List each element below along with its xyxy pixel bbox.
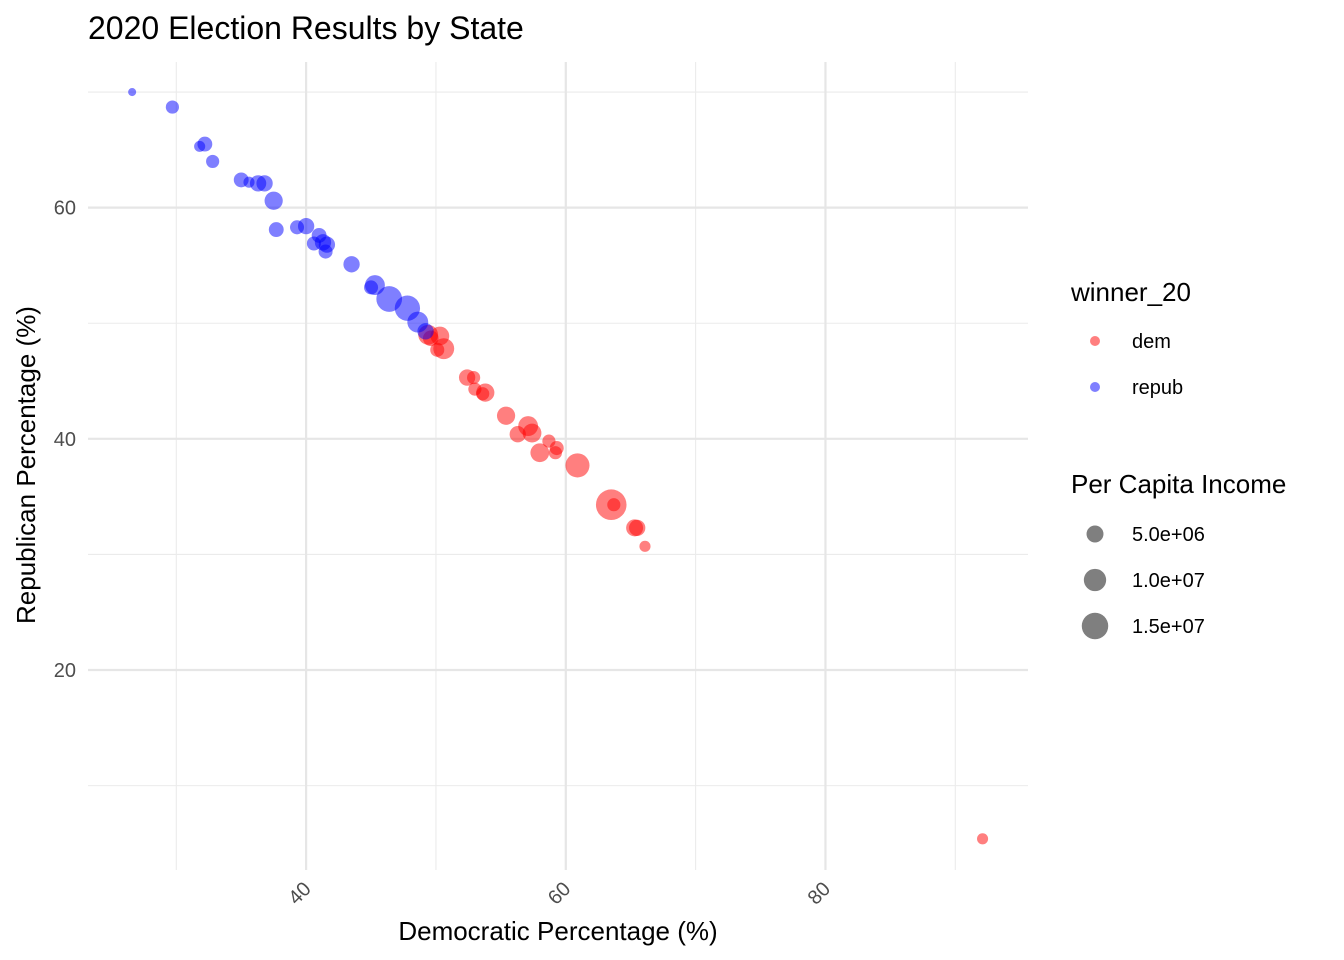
size-legend-label: 1.0e+07 xyxy=(1132,570,1205,592)
data-points xyxy=(128,88,989,845)
color-legend: winner_20 dem repub xyxy=(1070,277,1191,399)
data-point-repub xyxy=(268,222,284,238)
data-point-repub xyxy=(256,175,273,192)
data-point-repub xyxy=(343,256,360,273)
data-point-dem xyxy=(639,540,651,552)
data-point-repub xyxy=(197,136,213,152)
data-point-dem xyxy=(977,833,989,845)
size-legend-key xyxy=(1083,568,1107,592)
data-point-repub xyxy=(318,244,333,259)
y-tick-label: 20 xyxy=(54,660,76,682)
data-point-dem xyxy=(496,406,516,425)
data-point-dem xyxy=(522,423,542,443)
y-axis-title: Republican Percentage (%) xyxy=(11,306,41,624)
size-legend-title: Per Capita Income xyxy=(1071,469,1286,499)
data-point-repub xyxy=(417,323,434,340)
data-point-repub xyxy=(165,100,179,114)
data-point-repub xyxy=(297,217,315,235)
y-tick-label: 60 xyxy=(54,198,76,220)
size-legend: Per Capita Income 5.0e+06 1.0e+07 1.5e+07 xyxy=(1071,469,1286,640)
grid xyxy=(88,62,1028,870)
y-tick-label: 40 xyxy=(54,429,76,451)
data-point-dem xyxy=(607,498,621,512)
y-tick-labels: 20 40 60 xyxy=(54,198,76,682)
data-point-dem xyxy=(467,370,481,385)
size-legend-key xyxy=(1081,612,1109,640)
data-point-dem xyxy=(476,383,495,402)
chart-title: 2020 Election Results by State xyxy=(88,10,524,46)
legend-key-dem xyxy=(1090,336,1100,346)
color-legend-title: winner_20 xyxy=(1070,277,1191,307)
size-legend-key xyxy=(1086,525,1104,543)
data-point-repub xyxy=(128,88,137,97)
legend-label-repub: repub xyxy=(1132,377,1183,399)
x-tick-label: 40 xyxy=(284,878,315,909)
x-tick-label: 60 xyxy=(544,878,575,909)
data-point-repub xyxy=(364,275,385,296)
data-point-repub xyxy=(264,191,283,210)
size-legend-label: 5.0e+06 xyxy=(1132,524,1205,546)
legend-label-dem: dem xyxy=(1132,331,1171,353)
legend-key-repub xyxy=(1090,382,1100,392)
data-point-dem xyxy=(629,519,646,536)
x-tick-label: 80 xyxy=(804,878,835,909)
data-point-repub xyxy=(206,154,220,168)
size-legend-label: 1.5e+07 xyxy=(1132,616,1205,638)
data-point-dem xyxy=(530,443,550,463)
x-tick-labels: 40 60 80 xyxy=(284,878,835,909)
data-point-dem xyxy=(548,446,562,460)
data-point-dem xyxy=(565,453,590,478)
x-axis-title: Democratic Percentage (%) xyxy=(398,916,717,946)
data-point-dem xyxy=(430,342,445,357)
